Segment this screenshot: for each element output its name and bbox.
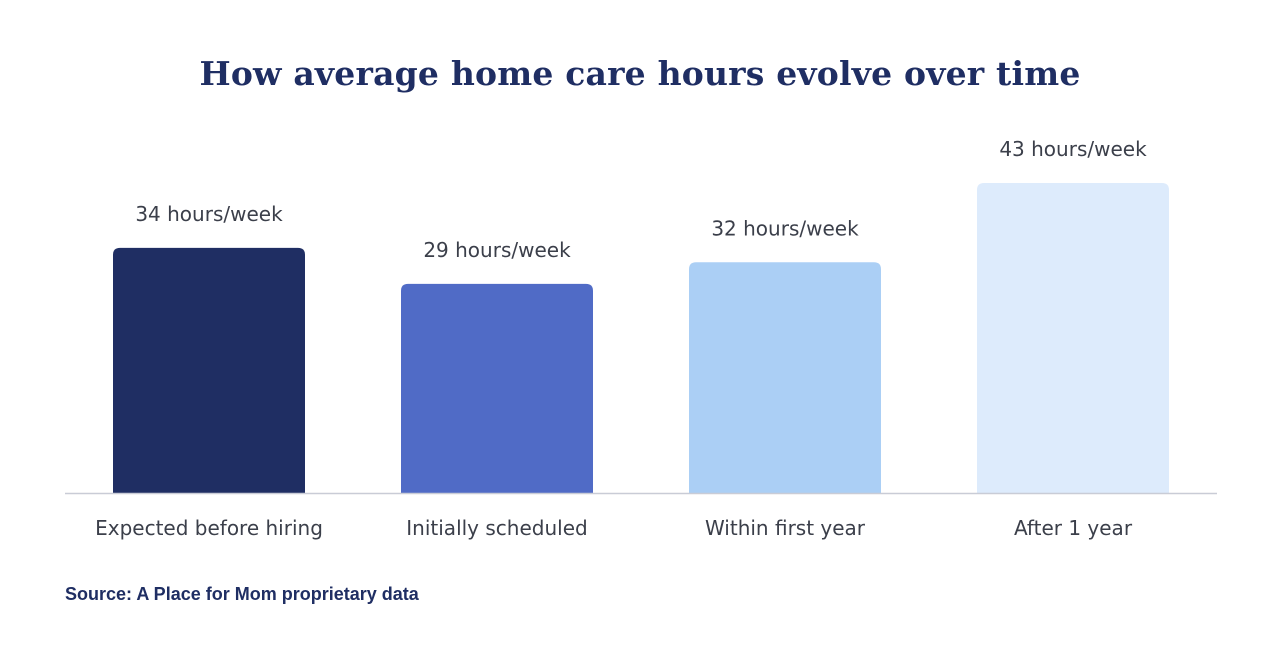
category-label-4: After 1 year [1014,516,1133,540]
data-label-1: 34 hours/week [135,202,283,226]
bar-4 [977,183,1169,493]
chart-title: How average home care hours evolve over … [199,54,1081,93]
bar-2 [401,283,593,493]
bar-1 [113,247,305,493]
data-label-3: 32 hours/week [711,216,859,240]
bar-3 [689,262,881,493]
source-note: Source: A Place for Mom proprietary data [65,584,419,604]
category-label-1: Expected before hiring [95,516,323,540]
category-label-2: Initially scheduled [406,516,587,540]
data-label-4: 43 hours/week [999,137,1147,161]
data-label-2: 29 hours/week [423,238,571,262]
category-label-3: Within first year [705,516,866,540]
